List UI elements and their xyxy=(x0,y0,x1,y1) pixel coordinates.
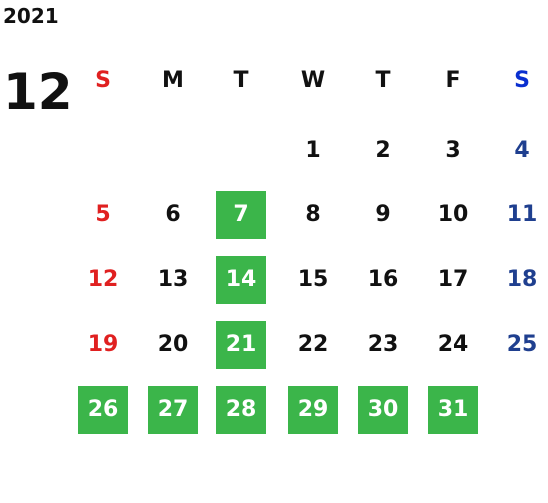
weekday-label: T xyxy=(233,68,249,93)
day: 18 xyxy=(506,267,538,292)
day: 3 xyxy=(445,138,461,163)
day: 4 xyxy=(514,138,530,163)
highlighted-day: 27 xyxy=(148,386,198,434)
day: 12 xyxy=(87,267,119,292)
weekday-label: S xyxy=(95,68,111,93)
day: 2 xyxy=(375,138,391,163)
day: 15 xyxy=(297,267,329,292)
highlighted-day: 7 xyxy=(216,191,266,239)
day: 24 xyxy=(437,332,469,357)
highlighted-day: 21 xyxy=(216,321,266,369)
year: 2021 xyxy=(3,4,59,28)
weekday-label: F xyxy=(445,68,461,93)
day: 8 xyxy=(305,202,321,227)
highlighted-day: 29 xyxy=(288,386,338,434)
day: 10 xyxy=(437,202,469,227)
highlighted-day: 31 xyxy=(428,386,478,434)
day: 22 xyxy=(297,332,329,357)
weekday-label: S xyxy=(514,68,530,93)
day: 23 xyxy=(367,332,399,357)
day: 13 xyxy=(157,267,189,292)
month: 12 xyxy=(3,63,73,121)
day: 17 xyxy=(437,267,469,292)
day: 5 xyxy=(95,202,111,227)
day: 1 xyxy=(305,138,321,163)
day: 11 xyxy=(506,202,538,227)
weekday-label: W xyxy=(300,68,326,93)
highlighted-day: 28 xyxy=(216,386,266,434)
day: 16 xyxy=(367,267,399,292)
highlighted-day: 26 xyxy=(78,386,128,434)
day: 19 xyxy=(87,332,119,357)
day: 6 xyxy=(165,202,181,227)
day: 25 xyxy=(506,332,538,357)
weekday-label: M xyxy=(162,68,184,93)
weekday-label: T xyxy=(375,68,391,93)
day: 20 xyxy=(157,332,189,357)
highlighted-day: 30 xyxy=(358,386,408,434)
day: 9 xyxy=(375,202,391,227)
highlighted-day: 14 xyxy=(216,256,266,304)
